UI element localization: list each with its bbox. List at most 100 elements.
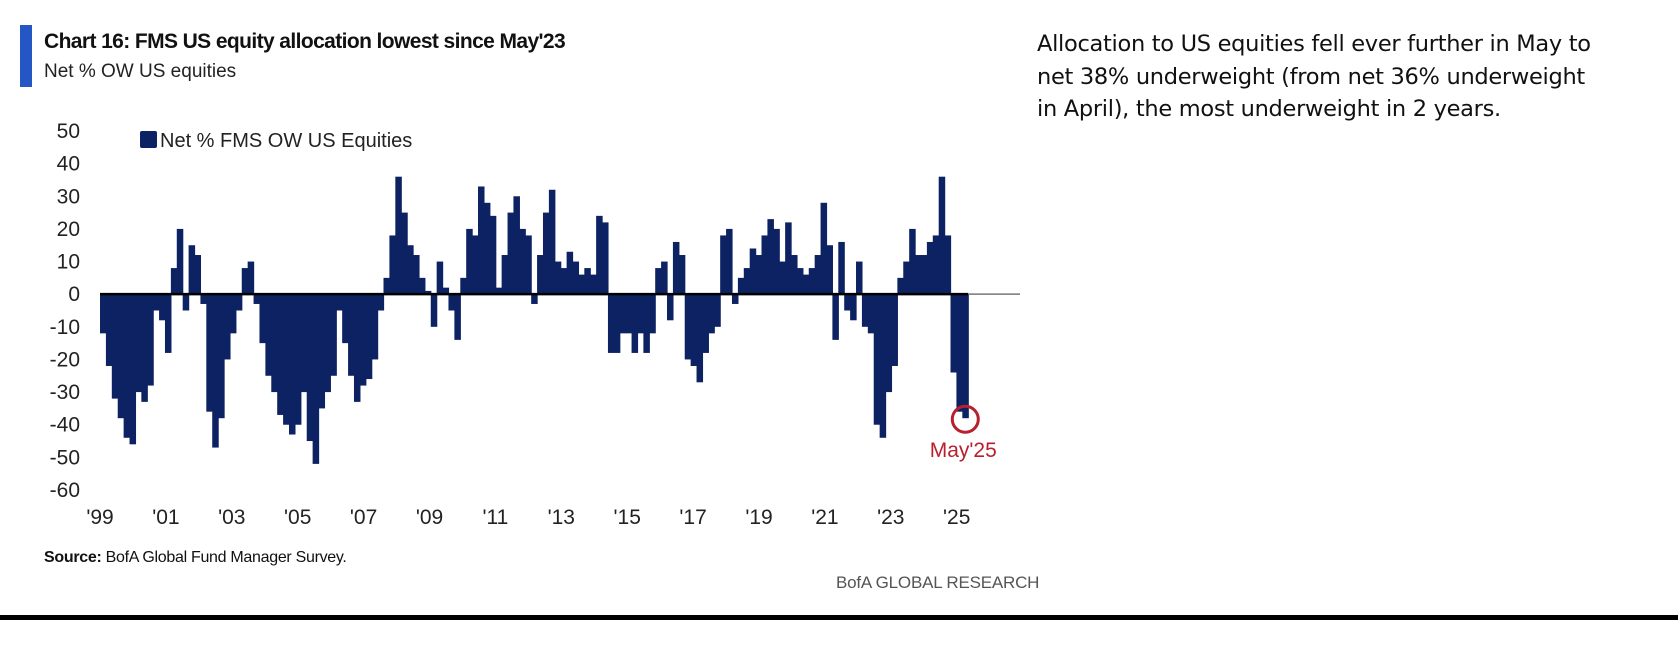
bar	[259, 294, 266, 344]
legend-swatch	[140, 131, 157, 148]
bar	[690, 294, 698, 366]
x-tick-label: '23	[877, 506, 904, 529]
bar	[785, 222, 792, 295]
bar	[371, 294, 379, 360]
source-note: Source: BofA Global Fund Manager Survey.	[44, 549, 347, 567]
bar	[159, 294, 166, 321]
bar	[566, 251, 574, 295]
bar	[141, 294, 148, 402]
bar	[200, 294, 207, 304]
bar	[342, 294, 349, 344]
bar	[856, 261, 863, 295]
y-tick-label: 20	[57, 218, 80, 241]
y-tick-label: -30	[50, 381, 80, 404]
x-tick-label: '01	[152, 506, 179, 529]
bar	[182, 294, 190, 311]
x-tick-label: '03	[218, 506, 245, 529]
bar	[513, 196, 520, 295]
bar	[720, 235, 727, 295]
bar	[365, 294, 373, 380]
bar	[702, 294, 709, 353]
x-tick-label: '99	[86, 506, 113, 529]
may25-annotation: May'25	[930, 404, 997, 462]
bar	[743, 268, 751, 295]
y-tick-label: 10	[57, 251, 80, 274]
bar	[117, 294, 125, 419]
y-tick-label: 0	[68, 283, 80, 306]
bar	[336, 294, 343, 311]
bar	[962, 294, 969, 419]
x-tick-label: '25	[943, 506, 970, 529]
bar	[283, 294, 290, 425]
bar	[105, 294, 113, 366]
bar	[938, 176, 946, 295]
x-tick-label: '17	[679, 506, 706, 529]
bar	[478, 186, 485, 295]
bar	[147, 294, 154, 386]
y-tick-label: -40	[50, 414, 80, 437]
bar	[873, 294, 881, 425]
bar	[649, 294, 656, 334]
bar	[714, 294, 721, 327]
bar	[348, 294, 355, 376]
bar	[560, 268, 568, 295]
bar	[684, 294, 692, 360]
bar	[796, 268, 804, 295]
x-tick-label: '09	[416, 506, 443, 529]
bar	[135, 294, 142, 393]
bar	[519, 228, 526, 295]
bar	[153, 294, 160, 311]
bar	[891, 294, 898, 366]
y-tick-label: 30	[57, 185, 80, 208]
bar	[294, 294, 302, 425]
bar	[100, 294, 107, 334]
bar	[820, 202, 828, 295]
brand-label: BofA GLOBAL RESEARCH	[836, 573, 1040, 592]
bar	[359, 294, 367, 386]
title-accent-bar	[20, 25, 32, 87]
bar	[235, 294, 243, 311]
bar	[708, 294, 715, 334]
bar	[324, 294, 331, 393]
x-axis-ticks: '99 '01 '03 '05 '07 '09 '11 '13 '15 '17 '19 '21 '23 '…	[86, 506, 970, 529]
bar	[838, 241, 845, 295]
bar	[726, 228, 733, 295]
bar	[909, 228, 916, 295]
bar	[578, 274, 585, 295]
bar	[767, 219, 774, 295]
bar	[206, 294, 213, 412]
bar	[826, 245, 833, 295]
bar	[377, 294, 385, 311]
bar	[814, 255, 822, 295]
bar	[542, 212, 550, 295]
bar	[590, 274, 597, 295]
bar	[572, 261, 580, 295]
bar	[300, 294, 308, 393]
annotation-circle	[950, 404, 980, 434]
bar	[418, 277, 426, 295]
bar	[507, 212, 515, 295]
bar	[318, 294, 326, 409]
bar	[844, 294, 851, 311]
legend: Net % FMS OW US Equities	[140, 130, 412, 152]
bar	[850, 294, 857, 321]
bar	[885, 294, 893, 393]
bar	[194, 255, 202, 295]
x-tick-label: '15	[614, 506, 641, 529]
bar	[554, 261, 562, 295]
bar	[212, 294, 219, 448]
bar	[289, 294, 296, 435]
bar	[761, 235, 769, 295]
bar	[643, 294, 650, 353]
bar	[903, 261, 910, 295]
bar	[401, 212, 408, 295]
bar	[537, 255, 544, 295]
bar	[832, 294, 839, 340]
bar	[176, 228, 184, 295]
bar	[531, 294, 538, 304]
bar	[661, 261, 668, 295]
bar	[271, 294, 278, 393]
bar	[129, 294, 137, 445]
bottom-rule	[0, 615, 1678, 620]
